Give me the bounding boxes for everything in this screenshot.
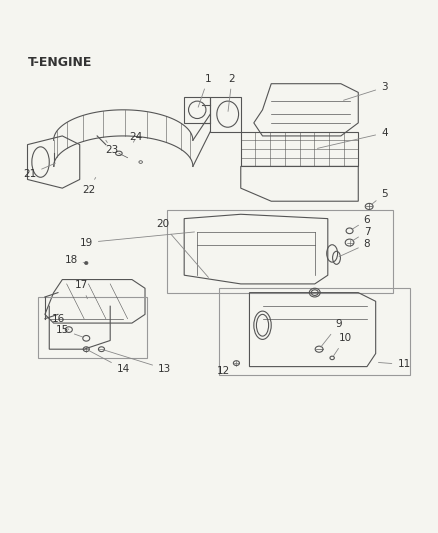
Bar [184,97,210,123]
Text: 9: 9 [321,319,342,347]
Bar [241,132,358,166]
Bar [39,297,147,358]
Text: 4: 4 [318,128,388,148]
Text: 1: 1 [198,74,212,107]
Text: 5: 5 [371,189,388,205]
Bar [219,288,410,375]
Text: 8: 8 [339,239,370,257]
Text: T-ENGINE: T-ENGINE [28,56,92,69]
Text: 21: 21 [23,163,56,179]
Text: 23: 23 [106,140,119,155]
Text: 24: 24 [130,132,143,142]
Bar [210,97,241,132]
Text: 2: 2 [228,74,235,111]
Text: 20: 20 [156,220,208,278]
Text: 16: 16 [51,314,69,329]
Text: 11: 11 [378,359,410,369]
Ellipse shape [85,262,88,264]
Text: 19: 19 [80,232,194,248]
Text: 6: 6 [352,215,370,229]
Bar [167,210,393,293]
Text: 10: 10 [334,333,352,356]
Text: 22: 22 [82,177,95,195]
Text: 15: 15 [56,325,84,337]
Text: 18: 18 [64,255,84,265]
Text: 14: 14 [89,351,130,374]
Text: 17: 17 [75,280,88,298]
Text: 13: 13 [104,350,171,374]
Text: 3: 3 [343,82,388,100]
Text: 12: 12 [217,363,237,376]
Text: 7: 7 [352,227,370,241]
